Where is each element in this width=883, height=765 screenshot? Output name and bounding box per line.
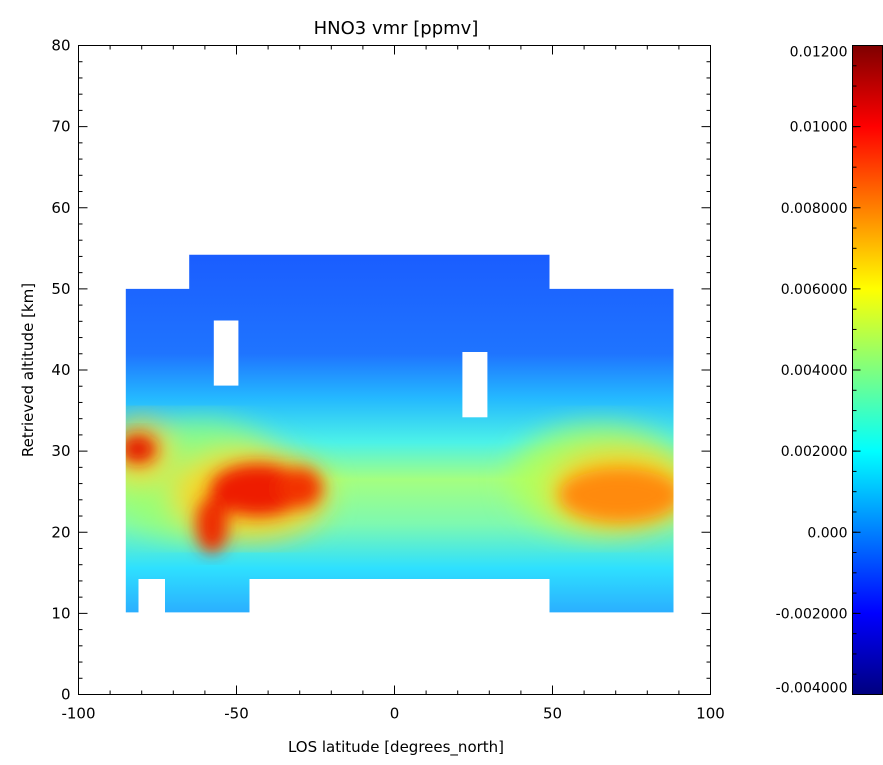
y-tick-label: 70 xyxy=(51,118,70,136)
colorbar-tick-label: 0.006000 xyxy=(781,282,848,298)
x-tick-label: 50 xyxy=(543,705,562,723)
data-gap xyxy=(462,352,488,418)
x-tick-label: 0 xyxy=(390,705,400,723)
x-axis-title: LOS latitude [degrees_north] xyxy=(288,738,504,757)
x-tick-label: 100 xyxy=(696,705,725,723)
y-axis: 0 10 20 30 40 50 60 70 80 xyxy=(51,37,711,704)
colorbar-tick-label: 0.008000 xyxy=(781,201,848,217)
colorbar-tick-label: 0.01200 xyxy=(790,45,848,61)
heatmap-red-edge xyxy=(125,435,156,463)
y-tick-label: 30 xyxy=(51,442,70,460)
colorbar-tick-label: 0.000 xyxy=(807,525,847,541)
heatmap-orange-right xyxy=(560,469,674,521)
chart-title: HNO3 vmr [ppmv] xyxy=(314,18,479,39)
colorbar-axis: -0.004000 -0.002000 0.000 0.002000 0.004000 0… xyxy=(776,45,861,697)
colorbar-tick-label: 0.01000 xyxy=(790,120,848,136)
x-tick-label: -100 xyxy=(61,705,95,723)
y-tick-label: 40 xyxy=(51,361,70,379)
colorbar-tick-label: -0.004000 xyxy=(776,681,848,697)
y-tick-label: 60 xyxy=(51,199,70,217)
heatmap-field xyxy=(125,254,674,613)
colorbar-tick-label: 0.004000 xyxy=(781,363,848,379)
colorbar-tick-label: 0.002000 xyxy=(781,444,848,460)
heatmap-red-left-lobe xyxy=(278,468,322,508)
y-axis-title: Retrieved altitude [km] xyxy=(19,283,37,457)
data-gap xyxy=(213,320,239,386)
heatmap-red-left-tail xyxy=(196,497,228,553)
y-tick-label: 20 xyxy=(51,523,70,541)
y-tick-label: 80 xyxy=(51,37,70,55)
data-gaps xyxy=(213,320,488,418)
x-axis: -100 -50 0 50 100 xyxy=(61,45,725,723)
colorbar-tick-label: -0.002000 xyxy=(776,606,848,622)
y-tick-label: 0 xyxy=(61,686,71,704)
y-tick-label: 10 xyxy=(51,604,70,622)
y-tick-label: 50 xyxy=(51,280,70,298)
x-tick-label: -50 xyxy=(224,705,249,723)
